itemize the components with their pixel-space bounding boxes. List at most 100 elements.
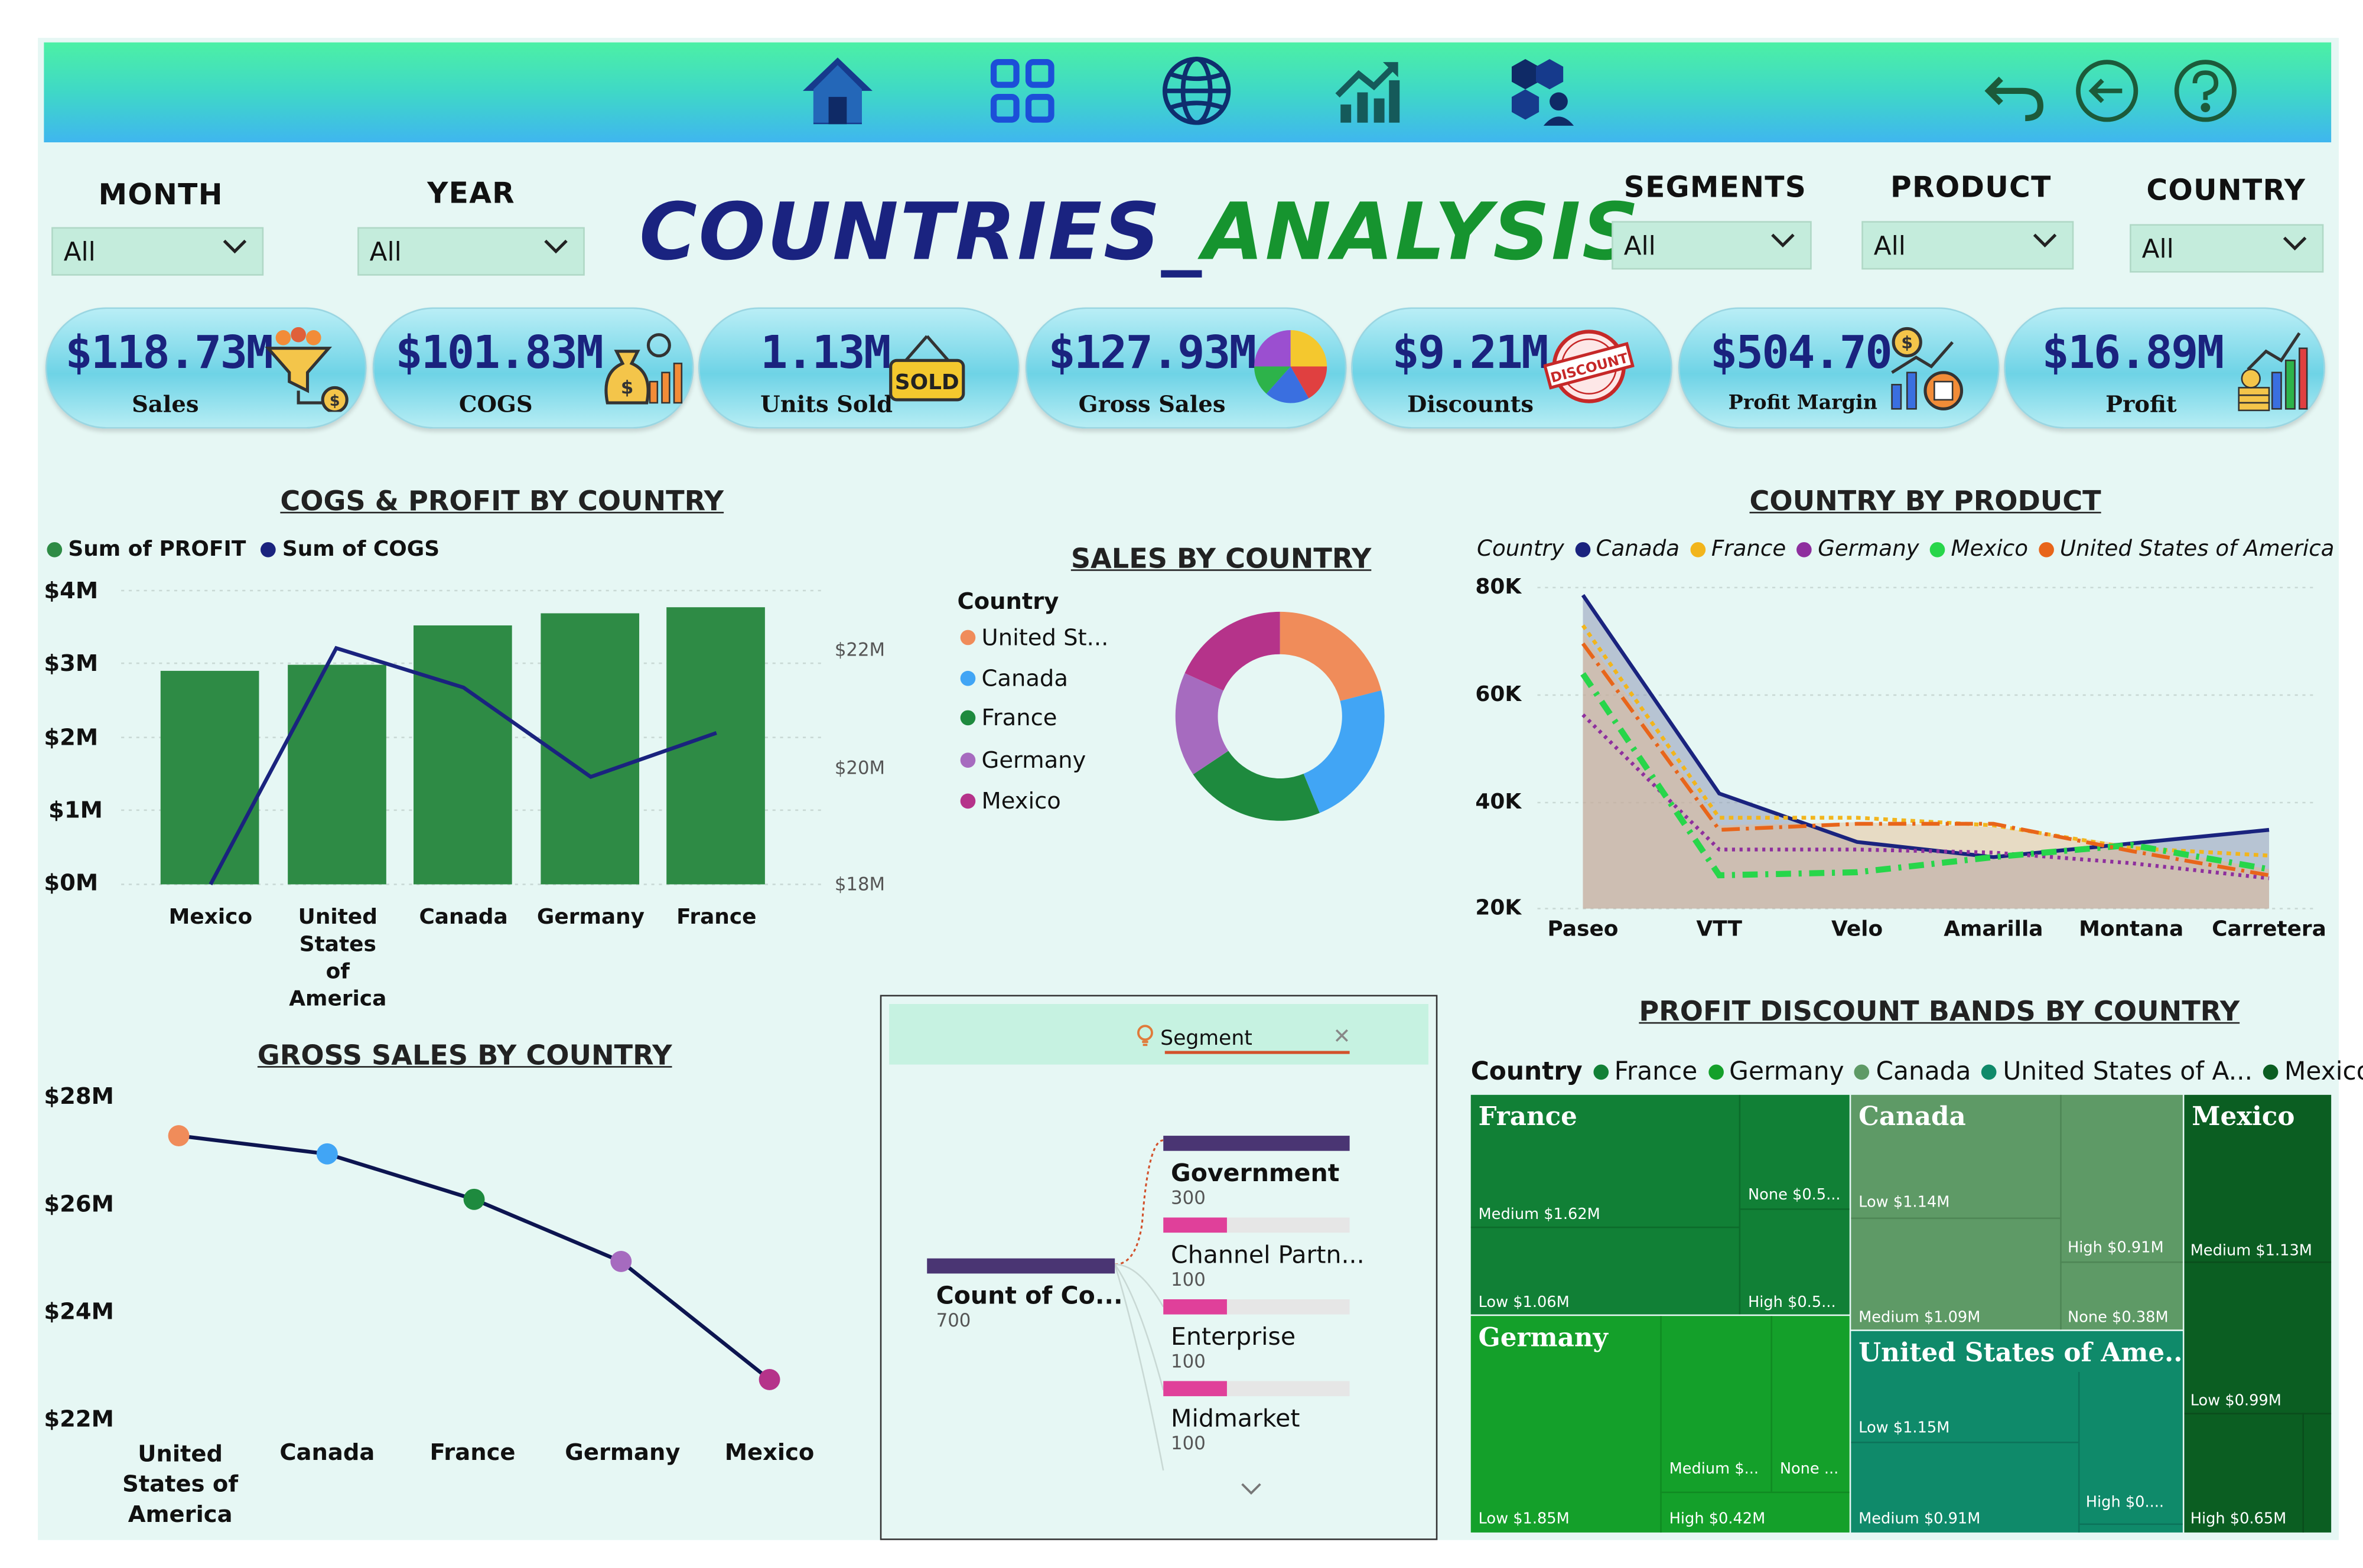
chevron-down-icon [220,234,250,266]
legend-label: Germany [1818,537,1919,562]
kpi-gross-sales-card[interactable]: $127.93M Gross Sales [1025,307,1347,429]
line-canada[interactable] [1581,594,2270,859]
country-filter-value: All [2141,234,2174,265]
kpi-value: 1.13M [760,327,891,380]
back-icon[interactable] [2069,48,2145,133]
segments-filter-dropdown[interactable]: All [1612,221,1812,270]
node-bar-channel[interactable] [1163,1217,1350,1233]
home-icon[interactable] [800,48,875,133]
legend-label: Germany [981,746,1086,774]
bar-usa[interactable] [288,664,386,885]
globe-icon[interactable] [1159,48,1235,133]
legend-item: Germany [960,746,1086,774]
root-bar[interactable] [927,1258,1115,1274]
product-filter-label: PRODUCT [1890,171,2052,205]
legend-label: France [981,704,1057,732]
point-mexico[interactable] [759,1368,780,1390]
slice-usa[interactable] [1279,611,1382,702]
grid-icon[interactable] [985,48,1060,133]
year-filter-label: YEAR [427,177,515,211]
kpi-sales-card[interactable]: $118.73M Sales $ [45,307,367,429]
kpi-value: $16.89M [2042,327,2224,380]
year-filter-value: All [369,237,402,268]
slice-canada[interactable] [1303,690,1385,813]
cell-label: High $0.... [2085,1494,2165,1511]
node-bar-enterprise[interactable] [1163,1299,1350,1315]
country-filter-dropdown[interactable]: All [2130,224,2324,273]
help-icon[interactable] [2167,48,2243,133]
slice-germany[interactable] [1175,673,1229,775]
x-category: Mexico [168,905,253,930]
legend-marker [1593,1064,1609,1079]
point-france[interactable] [463,1188,485,1210]
cell-label: High $0.5... [1747,1295,1836,1312]
y2-tick: $22M [834,639,886,660]
year-filter-dropdown[interactable]: All [357,227,585,276]
treemap-group-france[interactable]: France [1470,1094,1850,1315]
kpi-value: $9.21M [1392,327,1548,380]
cell-label: Low $0.99M [2190,1393,2281,1410]
line-mexico[interactable] [1580,672,2270,879]
segment-filter-chip[interactable]: Segment [1136,1023,1252,1054]
treemap-group-germany[interactable]: Germany [1470,1316,1850,1533]
line-germany[interactable] [1581,713,2270,881]
kpi-cogs-card[interactable]: $101.83M COGS $ [372,307,694,429]
kpi-units-sold-card[interactable]: 1.13M Units Sold SOLD [698,307,1020,429]
sales-by-country-title: SALES BY COUNTRY [1070,543,1372,576]
legend-cogs: Sum of COGS [282,537,440,562]
slice-france[interactable] [1193,750,1320,821]
team-icon[interactable] [1503,48,1578,133]
growth-chart-icon[interactable] [1330,48,1405,133]
treemap-group-mexico[interactable]: Mexico [2184,1094,2332,1533]
legend-label: Mexico [981,787,1061,815]
legend-marker [1690,542,1705,558]
y-tick: $0M [44,869,99,897]
kpi-discounts-card[interactable]: $9.21M Discounts DISCOUNT [1351,307,1672,429]
treemap-group-usa[interactable]: United States of Ame... [1851,1331,2183,1533]
kpi-value: $504.70 [1710,327,1893,380]
bar-germany[interactable] [541,613,640,885]
root-label: Count of Co... [936,1281,1123,1310]
node-bar-government[interactable] [1163,1136,1350,1151]
slice-mexico[interactable] [1184,611,1281,692]
bar-mexico[interactable] [160,670,259,885]
legend-label: United States of A... [2003,1057,2253,1086]
legend-label: United St... [981,624,1109,651]
close-icon[interactable]: ✕ [1333,1025,1351,1049]
legend-marker [2263,1064,2279,1079]
legend-label: United States of America [2059,537,2335,562]
y-tick: $26M [44,1190,114,1218]
gross-sales-plot [168,1125,780,1390]
sold-sign-icon: SOLD [888,333,966,412]
y-tick: $4M [44,576,99,605]
treemap-group-canada[interactable]: Canada [1851,1094,2183,1330]
legend-label: Mexico [2284,1057,2363,1086]
kpi-profit-card[interactable]: $16.89M Profit [2004,307,2325,429]
product-filter-dropdown[interactable]: All [1861,221,2074,270]
line-usa[interactable] [1581,642,2270,878]
point-usa[interactable] [168,1125,190,1147]
discount-stamp-icon: DISCOUNT [1542,327,1635,412]
y-tick: $22M [44,1405,114,1433]
x-category: France [429,1438,516,1466]
point-canada[interactable] [316,1143,338,1165]
point-germany[interactable] [610,1250,632,1272]
node-value: 300 [1171,1187,1206,1209]
month-filter-dropdown[interactable]: All [51,227,264,276]
undo-icon[interactable] [1978,48,2054,133]
y-tick: $2M [44,723,99,751]
kpi-profit-margin-card[interactable]: $504.70 Profit Margin $ [1678,307,2000,429]
chevron-down-icon [2280,232,2310,263]
margin-chart-icon: $ [1886,324,1964,421]
group-label: Germany [1478,1323,1608,1354]
node-bar-midmarket[interactable] [1163,1381,1350,1397]
cogs-line[interactable] [209,646,717,885]
bar-canada[interactable] [413,625,512,885]
legend-marker [1929,542,1945,558]
chevron-down-icon[interactable] [1239,1475,1263,1504]
x-category: United States of America [289,905,387,1012]
cell-label: Medium $1.13M [2190,1243,2312,1260]
y2-tick: $18M [834,873,886,895]
segments-filter-value: All [1623,232,1656,262]
gross-sales-line[interactable] [178,1133,771,1381]
